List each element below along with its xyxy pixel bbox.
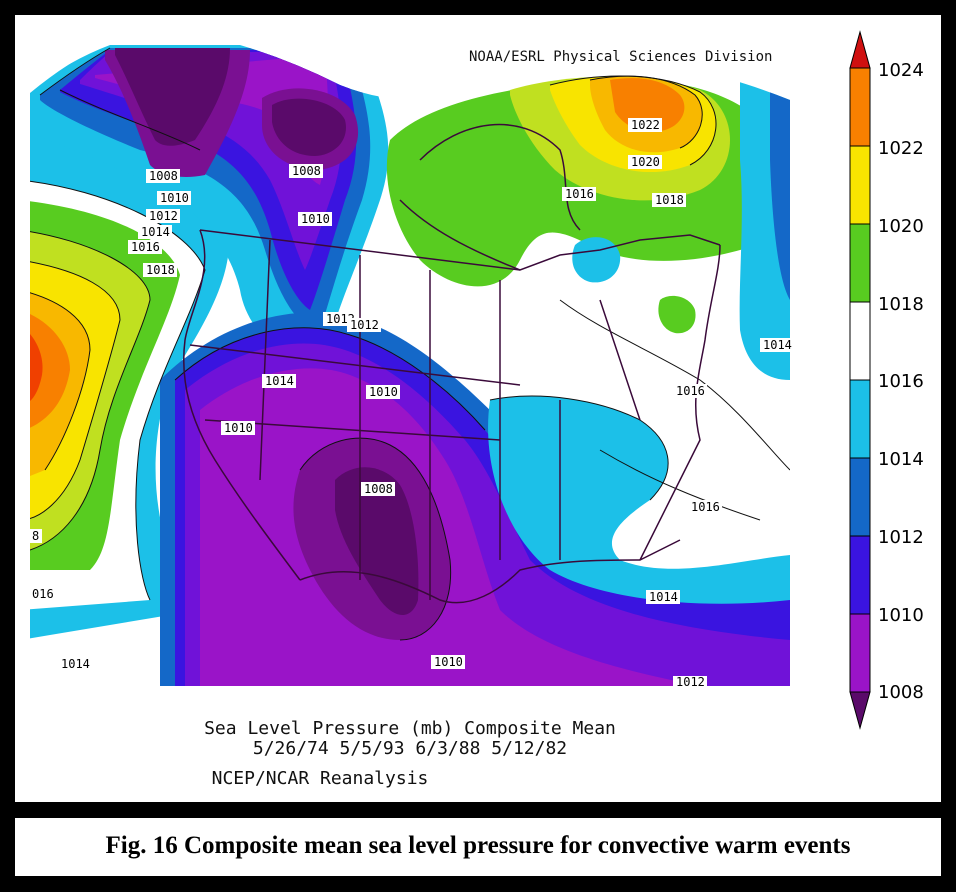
- svg-text:8: 8: [32, 529, 39, 543]
- boundaries: [183, 123, 721, 604]
- colorbar-swatch-1014: [849, 379, 871, 459]
- contour-label: 1014: [138, 225, 172, 239]
- colorbar-top-arrow: [849, 30, 871, 69]
- contour-label: 8: [30, 529, 42, 543]
- colorbar-label: 1024: [878, 60, 924, 81]
- figure-caption-box: Fig. 16 Composite mean sea level pressur…: [15, 818, 941, 876]
- svg-text:1010: 1010: [434, 655, 463, 669]
- contour-label: 1010: [157, 191, 191, 205]
- svg-text:1012: 1012: [350, 318, 379, 332]
- svg-text:1014: 1014: [141, 225, 170, 239]
- svg-text:1010: 1010: [301, 212, 330, 226]
- svg-text:1014: 1014: [61, 657, 90, 671]
- colorbar-label: 1020: [878, 216, 924, 237]
- caption-line-3: NCEP/NCAR Reanalysis: [211, 768, 429, 789]
- colorbar-swatch-1018: [849, 223, 871, 303]
- svg-text:1008: 1008: [149, 169, 178, 183]
- svg-text:016: 016: [32, 587, 54, 601]
- colorbar: [849, 30, 871, 730]
- svg-text:1014: 1014: [265, 374, 294, 388]
- contour-label: 1008: [146, 169, 180, 183]
- contour-label: 016: [30, 587, 56, 601]
- contour-label: 1014: [646, 590, 680, 604]
- colorbar-label: 1018: [878, 294, 924, 315]
- contour-label: 1014: [760, 338, 794, 352]
- contour-label: 1012: [673, 675, 707, 689]
- contour-label: 1014: [262, 374, 296, 388]
- colorbar-label: 1014: [878, 449, 924, 470]
- svg-text:1016: 1016: [676, 384, 705, 398]
- colorbar-label: 1012: [878, 527, 924, 548]
- colorbar-swatch-1012: [849, 535, 871, 615]
- caption-line-1: Sea Level Pressure (mb) Composite Mean: [204, 718, 616, 739]
- svg-text:1018: 1018: [655, 193, 684, 207]
- svg-text:1008: 1008: [364, 482, 393, 496]
- contour-label: 1012: [347, 318, 381, 332]
- svg-text:1012: 1012: [149, 209, 178, 223]
- svg-text:1010: 1010: [160, 191, 189, 205]
- svg-text:1016: 1016: [691, 500, 720, 514]
- contour-label: 1020: [628, 155, 662, 169]
- colorbar-label: 1008: [878, 682, 924, 703]
- caption-line-2: 5/26/74 5/5/93 6/3/88 5/12/82: [252, 738, 568, 759]
- svg-text:1016: 1016: [565, 187, 594, 201]
- colorbar-swatch-1022: [849, 67, 871, 147]
- colorbar-swatch-1016: [849, 301, 871, 381]
- colorbar-swatch-1013: [849, 457, 871, 537]
- svg-text:1012: 1012: [676, 675, 705, 689]
- contour-label: 1016: [688, 500, 722, 514]
- contour-labels: 1008 1010 1012 1014 1016 1018 1008 1010 …: [30, 118, 794, 689]
- svg-text:1008: 1008: [292, 164, 321, 178]
- contour-label: 1016: [673, 384, 707, 398]
- svg-text:1010: 1010: [369, 385, 398, 399]
- svg-text:1020: 1020: [631, 155, 660, 169]
- contour-label: 1016: [562, 187, 596, 201]
- contour-label: 1014: [58, 657, 92, 671]
- credit-text: NOAA/ESRL Physical Sciences Division: [469, 49, 773, 65]
- svg-text:1018: 1018: [146, 263, 175, 277]
- contour-label: 1018: [652, 193, 686, 207]
- contour-label: 1010: [221, 421, 255, 435]
- contour-label: 1018: [143, 263, 177, 277]
- svg-text:1014: 1014: [763, 338, 792, 352]
- contour-label: 1008: [289, 164, 323, 178]
- colorbar-swatch-1020: [849, 145, 871, 225]
- svg-text:1022: 1022: [631, 118, 660, 132]
- contour-label: 1022: [628, 118, 662, 132]
- contour-label: 1010: [366, 385, 400, 399]
- colorbar-label: 1010: [878, 605, 924, 626]
- contour-label: 1008: [361, 482, 395, 496]
- figure-caption: Fig. 16 Composite mean sea level pressur…: [105, 832, 851, 859]
- colorbar-swatch-1010: [849, 613, 871, 693]
- contour-label: 1010: [431, 655, 465, 669]
- svg-text:1010: 1010: [224, 421, 253, 435]
- colorbar-bottom-arrow: [849, 691, 871, 730]
- svg-text:1014: 1014: [649, 590, 678, 604]
- colorbar-label: 1022: [878, 138, 924, 159]
- contour-label: 1012: [146, 209, 180, 223]
- contour-label: 1010: [298, 212, 332, 226]
- colorbar-label: 1016: [878, 371, 924, 392]
- contour-lines: [30, 47, 790, 641]
- svg-text:1016: 1016: [131, 240, 160, 254]
- contour-label: 1016: [128, 240, 162, 254]
